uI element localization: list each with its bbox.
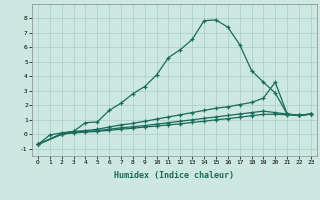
X-axis label: Humidex (Indice chaleur): Humidex (Indice chaleur) (115, 171, 234, 180)
